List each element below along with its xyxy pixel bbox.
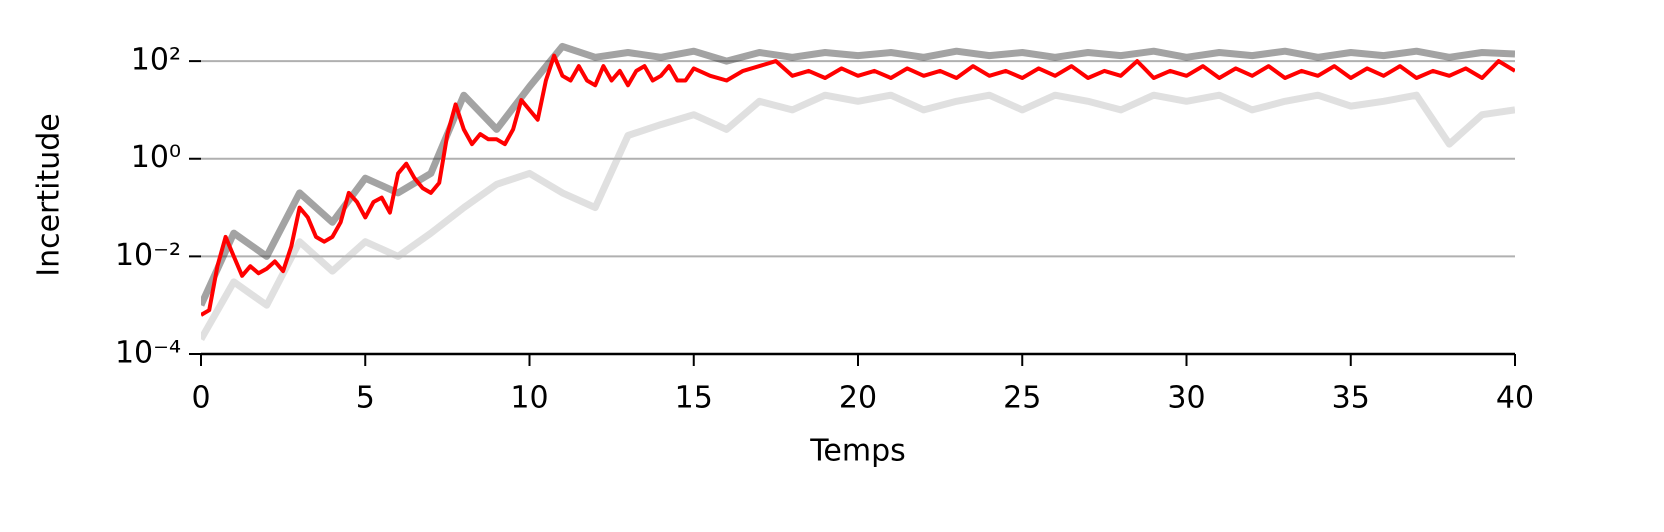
x-tick-label: 30 <box>1167 381 1205 416</box>
series-line <box>201 91 1515 342</box>
y-tick-label: 10² <box>131 43 181 78</box>
y-tick-label: 10⁻² <box>115 238 181 273</box>
x-tick-label: 20 <box>839 381 877 416</box>
x-tick-label: 0 <box>191 381 210 416</box>
y-axis-label: Incertitude <box>32 113 67 277</box>
series-line <box>201 53 1515 317</box>
x-tick-label: 25 <box>1003 381 1041 416</box>
x-axis-label: Temps <box>809 434 906 469</box>
x-tick-label: 5 <box>356 381 375 416</box>
x-tick-label: 15 <box>675 381 713 416</box>
x-tick-label: 35 <box>1332 381 1370 416</box>
x-tick-label: 10 <box>510 381 548 416</box>
y-tick-label: 10⁻⁴ <box>115 336 181 371</box>
plot-area <box>201 42 1515 342</box>
y-tick-label: 10⁰ <box>131 140 181 175</box>
x-tick-label: 40 <box>1496 381 1534 416</box>
series-line <box>201 42 1515 307</box>
